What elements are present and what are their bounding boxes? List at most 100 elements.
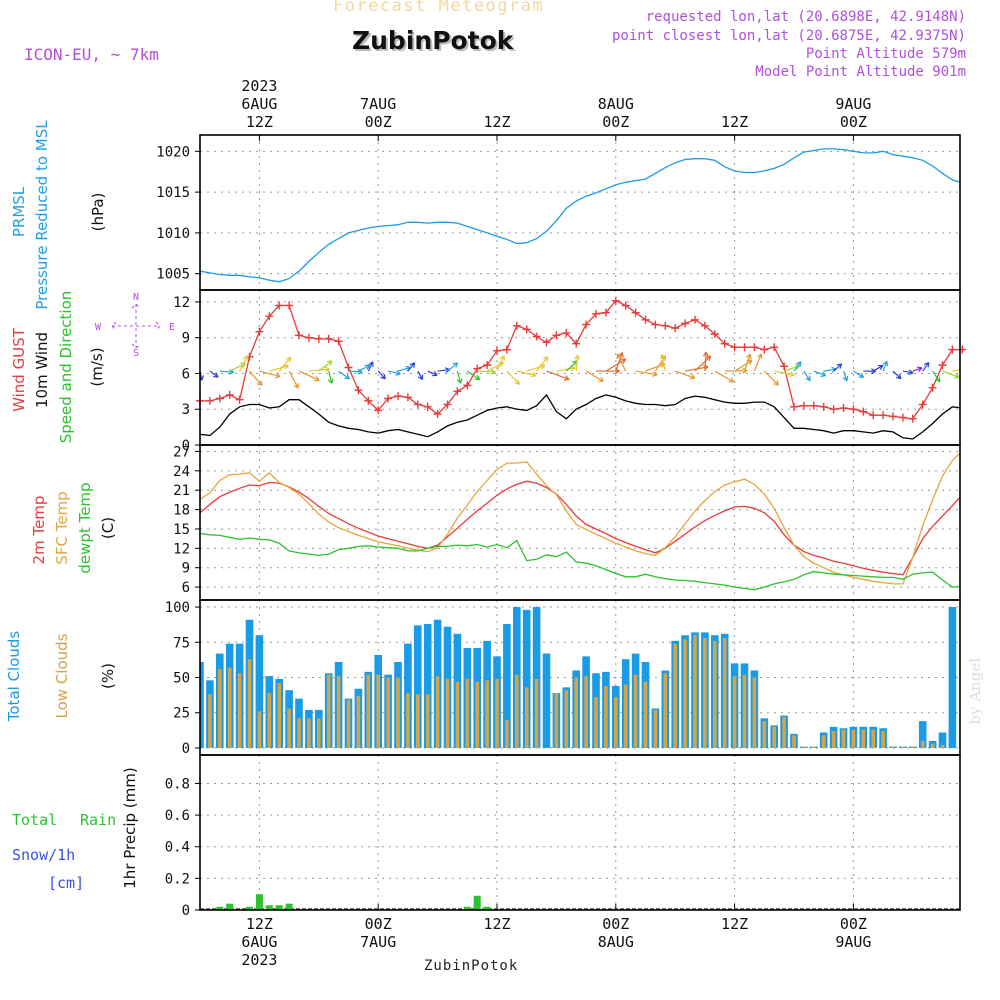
wind-vector-arrow bbox=[239, 355, 248, 372]
total-cloud-bar bbox=[918, 721, 927, 748]
wind-vector-head bbox=[757, 353, 763, 360]
wind-vector-head bbox=[324, 366, 330, 373]
wind-ytick-label: 12 bbox=[173, 295, 190, 311]
wind-vector-arrow bbox=[942, 370, 960, 378]
low-cloud-bar bbox=[673, 643, 677, 748]
low-cloud-bar bbox=[386, 677, 390, 748]
wind-vector-arrow bbox=[259, 370, 281, 377]
wind-vector-head bbox=[531, 371, 537, 378]
requested-coords: requested lon,lat (20.6898E, 42.9148N) bbox=[645, 9, 966, 25]
wind-vector-head bbox=[432, 370, 438, 377]
low-cloud-bar bbox=[297, 718, 301, 748]
wind-vector-arrow bbox=[338, 370, 350, 380]
wind-vector-head bbox=[971, 359, 976, 364]
top-time-label: 12Z bbox=[721, 113, 748, 131]
wind-vector-head bbox=[327, 360, 333, 366]
wind-vector-arrow bbox=[962, 359, 975, 371]
low-cloud-bar bbox=[891, 746, 895, 748]
gust-marker bbox=[423, 402, 432, 411]
gust-marker bbox=[641, 315, 650, 324]
gust-marker bbox=[285, 301, 294, 310]
bottom-time-label: 12Z bbox=[483, 915, 510, 933]
wind-vector-head bbox=[870, 368, 876, 375]
rain-bar bbox=[226, 903, 234, 910]
gust-marker bbox=[681, 319, 690, 328]
gust-marker bbox=[601, 308, 610, 317]
gust-marker bbox=[928, 383, 937, 392]
rain-bar bbox=[246, 906, 253, 910]
gust-marker bbox=[938, 361, 947, 370]
precipitation-ytick-label: 0.8 bbox=[165, 776, 190, 792]
wind-vector-arrow bbox=[833, 363, 843, 372]
low-cloud-bar bbox=[574, 677, 578, 748]
gust-marker bbox=[453, 387, 462, 396]
wind-vector-head bbox=[858, 372, 865, 378]
low-cloud-bar bbox=[425, 694, 430, 748]
gust-marker bbox=[304, 333, 313, 342]
wind-vector-head bbox=[652, 371, 658, 377]
wind-vector-head bbox=[705, 355, 712, 362]
clouds-ytick-label: 25 bbox=[173, 706, 190, 722]
wind-vector-arrow bbox=[793, 361, 802, 372]
low-cloud-bar bbox=[703, 638, 707, 748]
gust-marker bbox=[324, 334, 333, 343]
wind-vector-head bbox=[805, 375, 811, 382]
sfc-temp-label: SFC Temp bbox=[53, 491, 71, 564]
wind-vector-head bbox=[344, 374, 350, 380]
bottom-time-label: 12Z bbox=[246, 915, 273, 933]
wind-vector-arrow bbox=[892, 370, 902, 380]
bottom-time-label: 12Z bbox=[721, 915, 748, 933]
wind-vector-head bbox=[916, 366, 923, 372]
low-cloud-bar bbox=[614, 697, 618, 748]
wind-vector-head bbox=[702, 351, 709, 357]
total-cloud-bar bbox=[503, 623, 511, 748]
wind-vector-arrow bbox=[456, 370, 462, 384]
wind-vector-arrow bbox=[704, 351, 707, 372]
pressure-line bbox=[200, 148, 960, 283]
low-cloud-bar bbox=[812, 746, 816, 748]
total-cloud-bar bbox=[414, 625, 422, 748]
compass-w: W bbox=[95, 322, 102, 333]
top-time-label: 8AUG bbox=[598, 95, 634, 113]
wind-vector-arrow bbox=[496, 355, 505, 372]
wind-vector-arrow bbox=[645, 363, 666, 372]
wind-vector-arrow bbox=[734, 359, 753, 372]
low-cloud-bar bbox=[406, 693, 410, 748]
wind-vector-arrow bbox=[318, 360, 333, 372]
low-cloud-bar bbox=[643, 681, 648, 748]
top-time-label: 12Z bbox=[246, 113, 273, 131]
wind-vector-arrow bbox=[556, 367, 576, 372]
low-cloud-bar bbox=[871, 729, 875, 748]
wind-vector-head bbox=[659, 353, 666, 360]
low-cloud-bar bbox=[346, 700, 351, 748]
gust-marker bbox=[483, 361, 492, 370]
gust-marker bbox=[443, 400, 452, 409]
temperature-ytick-label: 18 bbox=[173, 503, 190, 519]
pressure-ytick-label: 1010 bbox=[156, 226, 190, 242]
wind-vector-head bbox=[968, 366, 973, 371]
temperature-panel-bg bbox=[200, 445, 960, 600]
low-cloud-bar bbox=[218, 669, 222, 748]
gust-marker bbox=[760, 345, 769, 354]
wind-ytick-label: 3 bbox=[182, 402, 190, 418]
low-cloud-bar bbox=[237, 673, 242, 748]
wind-vector-arrow bbox=[278, 356, 292, 372]
wind-vector-head bbox=[728, 377, 735, 383]
low-cloud-bar bbox=[208, 694, 212, 748]
gust-marker bbox=[265, 312, 274, 321]
wind-vector-head bbox=[616, 353, 622, 360]
wind-vector-arrow bbox=[635, 370, 658, 376]
rain-bar bbox=[483, 906, 491, 910]
compass-rose-icon bbox=[111, 303, 161, 349]
gust-marker bbox=[512, 321, 521, 330]
temp-line-0 bbox=[200, 480, 960, 576]
gust-marker bbox=[205, 396, 214, 405]
wind-vector-head bbox=[842, 375, 849, 382]
gust-marker bbox=[948, 345, 957, 354]
wind-vector-arrow bbox=[654, 355, 667, 372]
low-cloud-bar bbox=[287, 708, 291, 748]
gust-marker bbox=[720, 339, 729, 348]
low-cloud-bar bbox=[683, 639, 687, 748]
wind-vector-arrow bbox=[753, 353, 762, 372]
closest-coords: point closest lon,lat (20.6875E, 42.9375… bbox=[611, 28, 966, 44]
